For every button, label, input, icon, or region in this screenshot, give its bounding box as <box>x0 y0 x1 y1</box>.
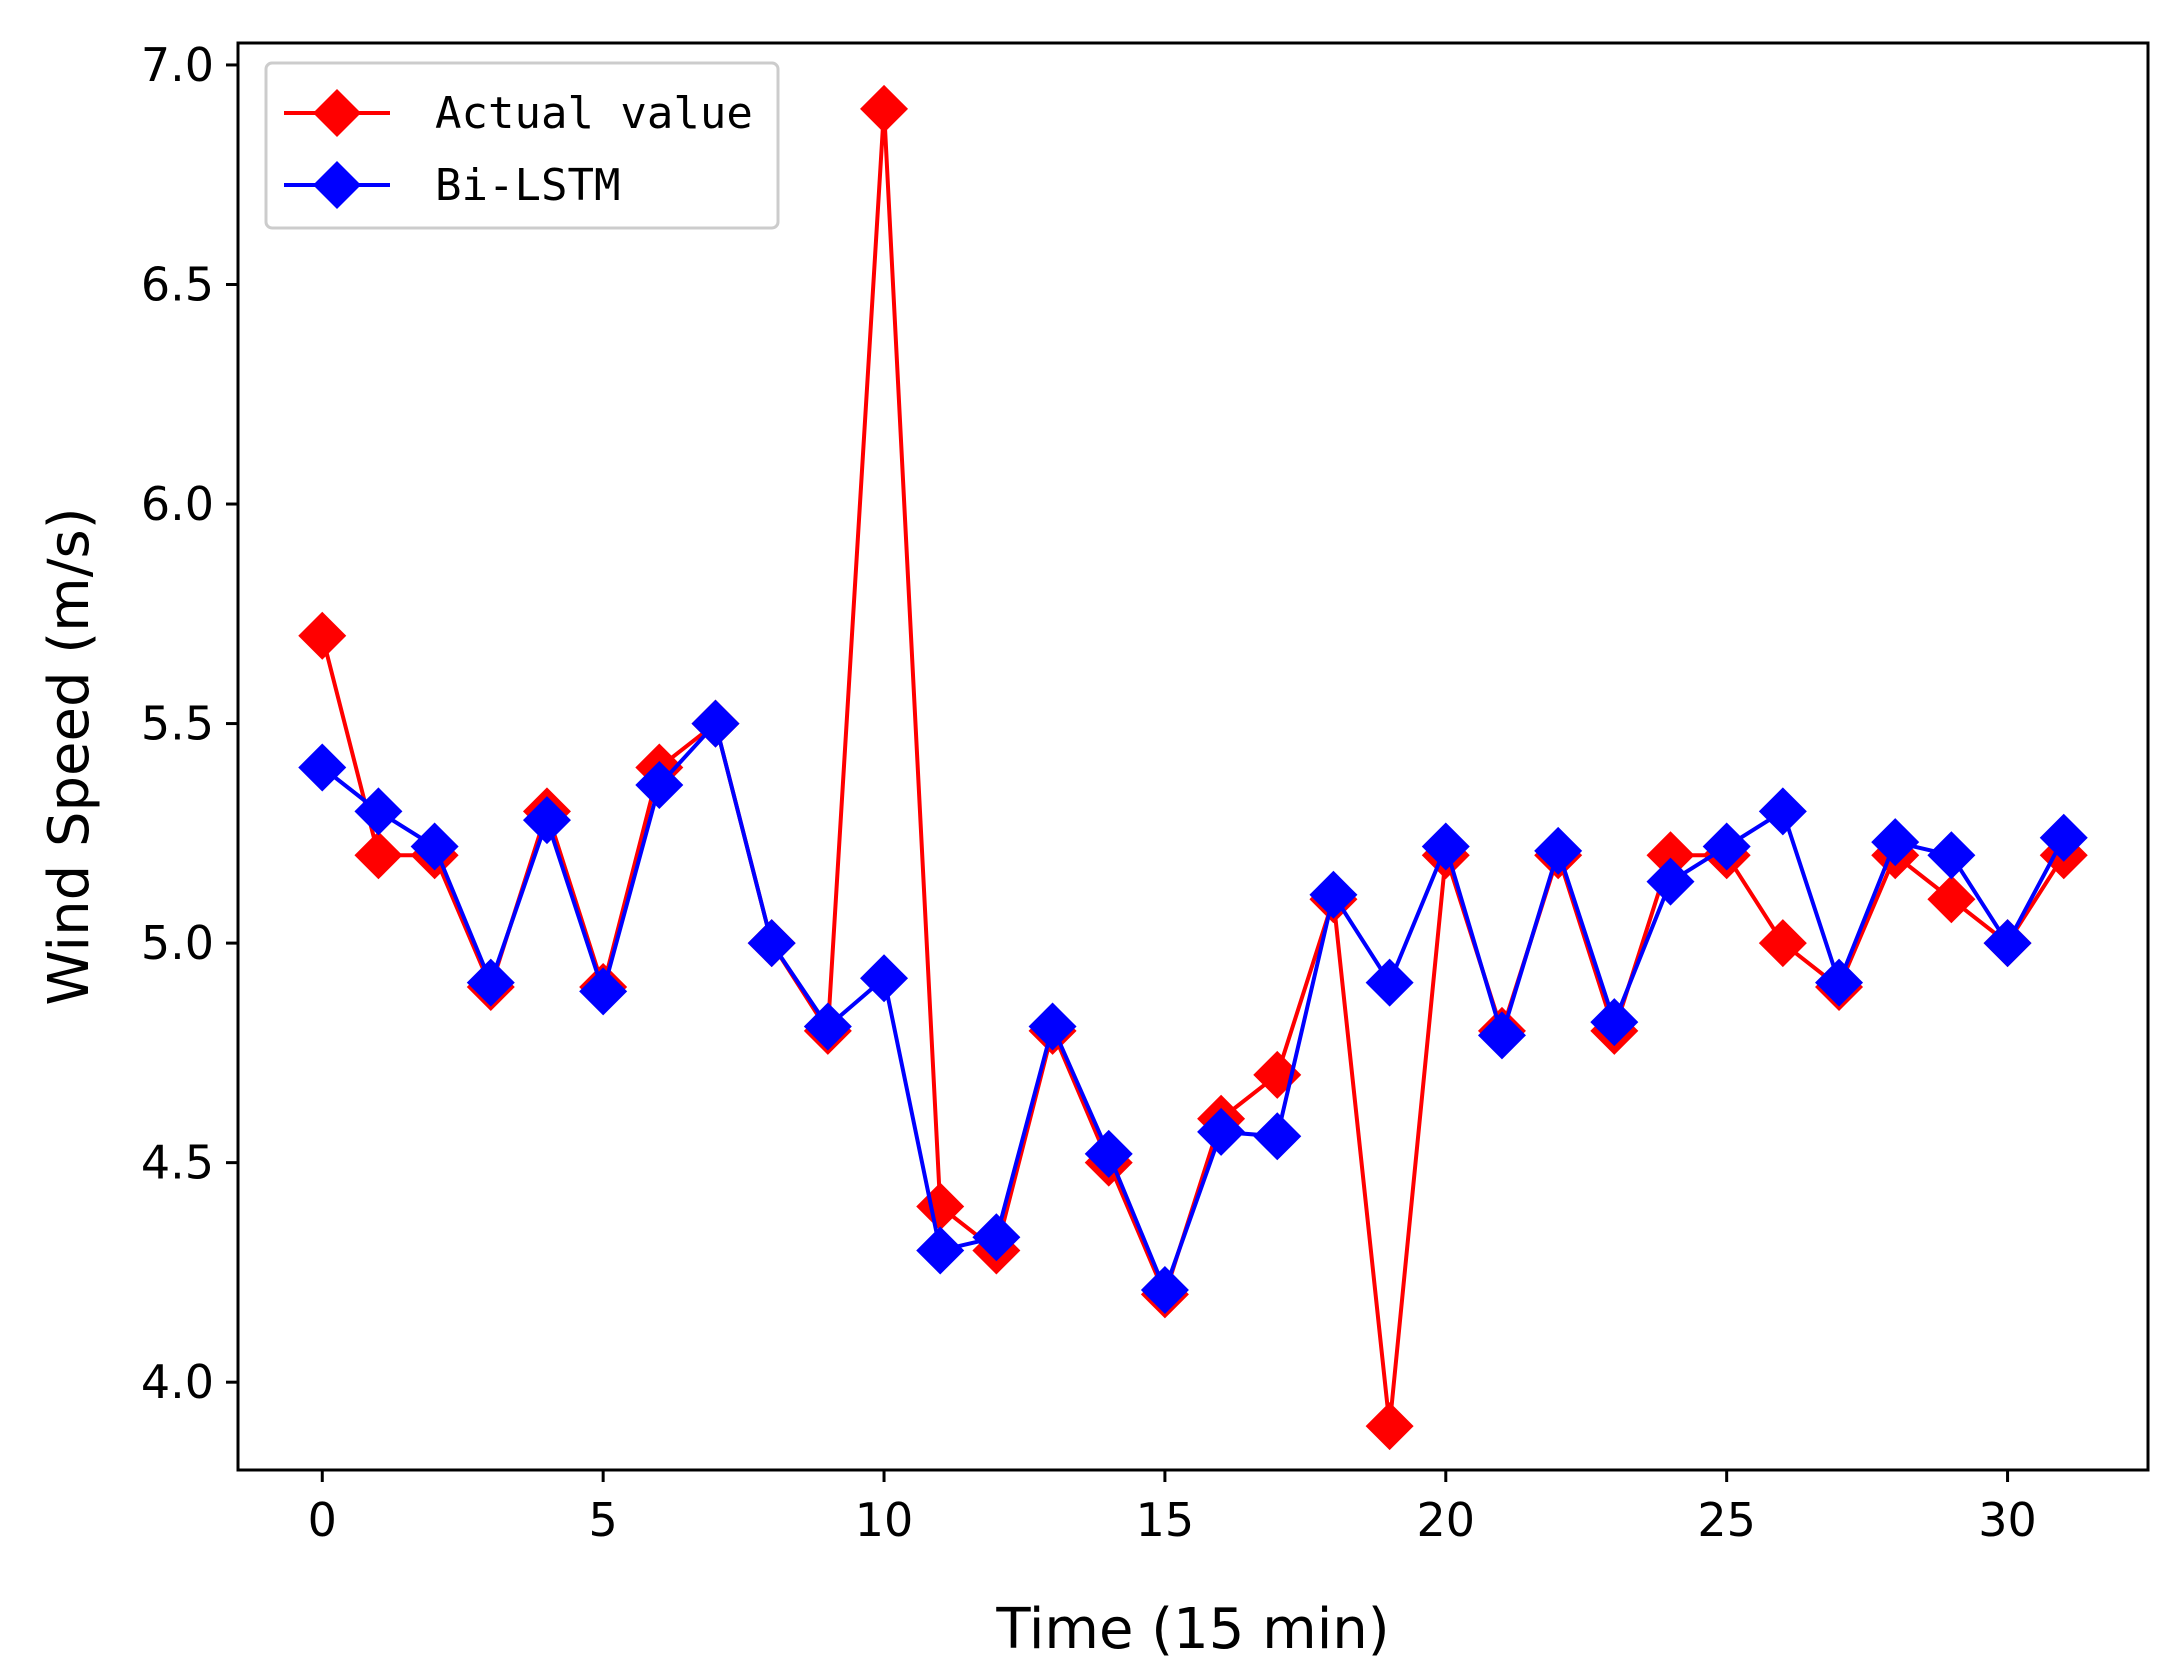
x-tick-label: 30 <box>1978 1493 2037 1547</box>
data-point-marker <box>1927 831 1976 880</box>
legend-label: Bi-LSTM <box>435 160 620 211</box>
data-point-marker <box>1477 1011 1526 1060</box>
x-tick-label: 20 <box>1417 1493 1476 1547</box>
data-point-marker <box>1702 822 1751 871</box>
data-point-marker <box>1028 1002 1077 1051</box>
data-point-marker <box>1084 1129 1133 1178</box>
data-point-marker <box>1646 857 1695 906</box>
data-point-marker <box>1871 818 1920 867</box>
plot-frame <box>236 41 2150 1472</box>
data-point-marker <box>1758 919 1807 968</box>
data-point-marker <box>298 611 347 660</box>
data-point-marker <box>972 1213 1021 1262</box>
data-point-marker <box>522 796 571 845</box>
data-point-marker <box>354 831 403 880</box>
data-point-marker <box>1983 919 2032 968</box>
x-tick-label: 15 <box>1136 1493 1195 1547</box>
data-point-marker <box>1815 958 1864 1007</box>
data-point-marker <box>1365 958 1414 1007</box>
x-axis: 0 5 10 15 20 25 30 <box>308 1470 2037 1547</box>
data-point-marker <box>1140 1265 1189 1314</box>
data-point-marker <box>1197 1107 1246 1156</box>
legend-label: Actual value <box>435 88 753 139</box>
x-tick-label: 5 <box>589 1493 618 1547</box>
x-tick-label: 10 <box>855 1493 914 1547</box>
data-point-marker <box>1927 875 1976 924</box>
y-tick-label: 6.5 <box>141 257 214 311</box>
y-axis: 4.0 4.5 5.0 5.5 6.0 6.5 7.0 <box>141 38 238 1409</box>
legend-marker <box>313 89 361 137</box>
legend: Actual value Bi-LSTM <box>264 61 780 230</box>
data-point-marker <box>466 958 515 1007</box>
legend-item: Bi-LSTM <box>284 160 620 211</box>
series-layer <box>298 84 2088 1451</box>
y-axis-label: Wind Speed (m/s) <box>37 507 102 1005</box>
y-tick-label: 5.5 <box>141 697 214 751</box>
series-bi-lstm <box>298 699 2088 1314</box>
data-point-marker <box>803 1002 852 1051</box>
data-point-marker <box>691 699 740 748</box>
y-tick-label: 4.5 <box>141 1136 214 1190</box>
data-point-marker <box>1253 1112 1302 1161</box>
data-point-marker <box>747 919 796 968</box>
data-point-marker <box>1758 787 1807 836</box>
legend-box <box>264 61 780 230</box>
data-point-marker <box>298 743 347 792</box>
data-point-marker <box>1421 822 1470 871</box>
y-tick-label: 7.0 <box>141 38 214 92</box>
data-point-marker <box>1365 1402 1414 1451</box>
y-tick-label: 6.0 <box>141 477 214 531</box>
legend-marker <box>313 161 361 209</box>
data-point-marker <box>860 954 909 1003</box>
x-tick-label: 25 <box>1697 1493 1756 1547</box>
data-point-marker <box>579 967 628 1016</box>
x-tick-label: 0 <box>308 1493 337 1547</box>
x-axis-label: Time (15 min) <box>995 1597 1389 1662</box>
data-point-marker <box>410 822 459 871</box>
y-tick-label: 5.0 <box>141 916 214 970</box>
legend-item: Actual value <box>284 88 753 139</box>
data-point-marker <box>1646 831 1695 880</box>
data-point-marker <box>2039 813 2088 862</box>
data-point-marker <box>635 761 684 810</box>
data-point-marker <box>1590 998 1639 1047</box>
data-point-marker <box>1309 870 1358 919</box>
data-point-marker <box>1534 826 1583 875</box>
data-point-marker <box>916 1226 965 1275</box>
data-point-marker <box>860 84 909 133</box>
data-point-marker <box>354 787 403 836</box>
y-tick-label: 4.0 <box>141 1355 214 1409</box>
